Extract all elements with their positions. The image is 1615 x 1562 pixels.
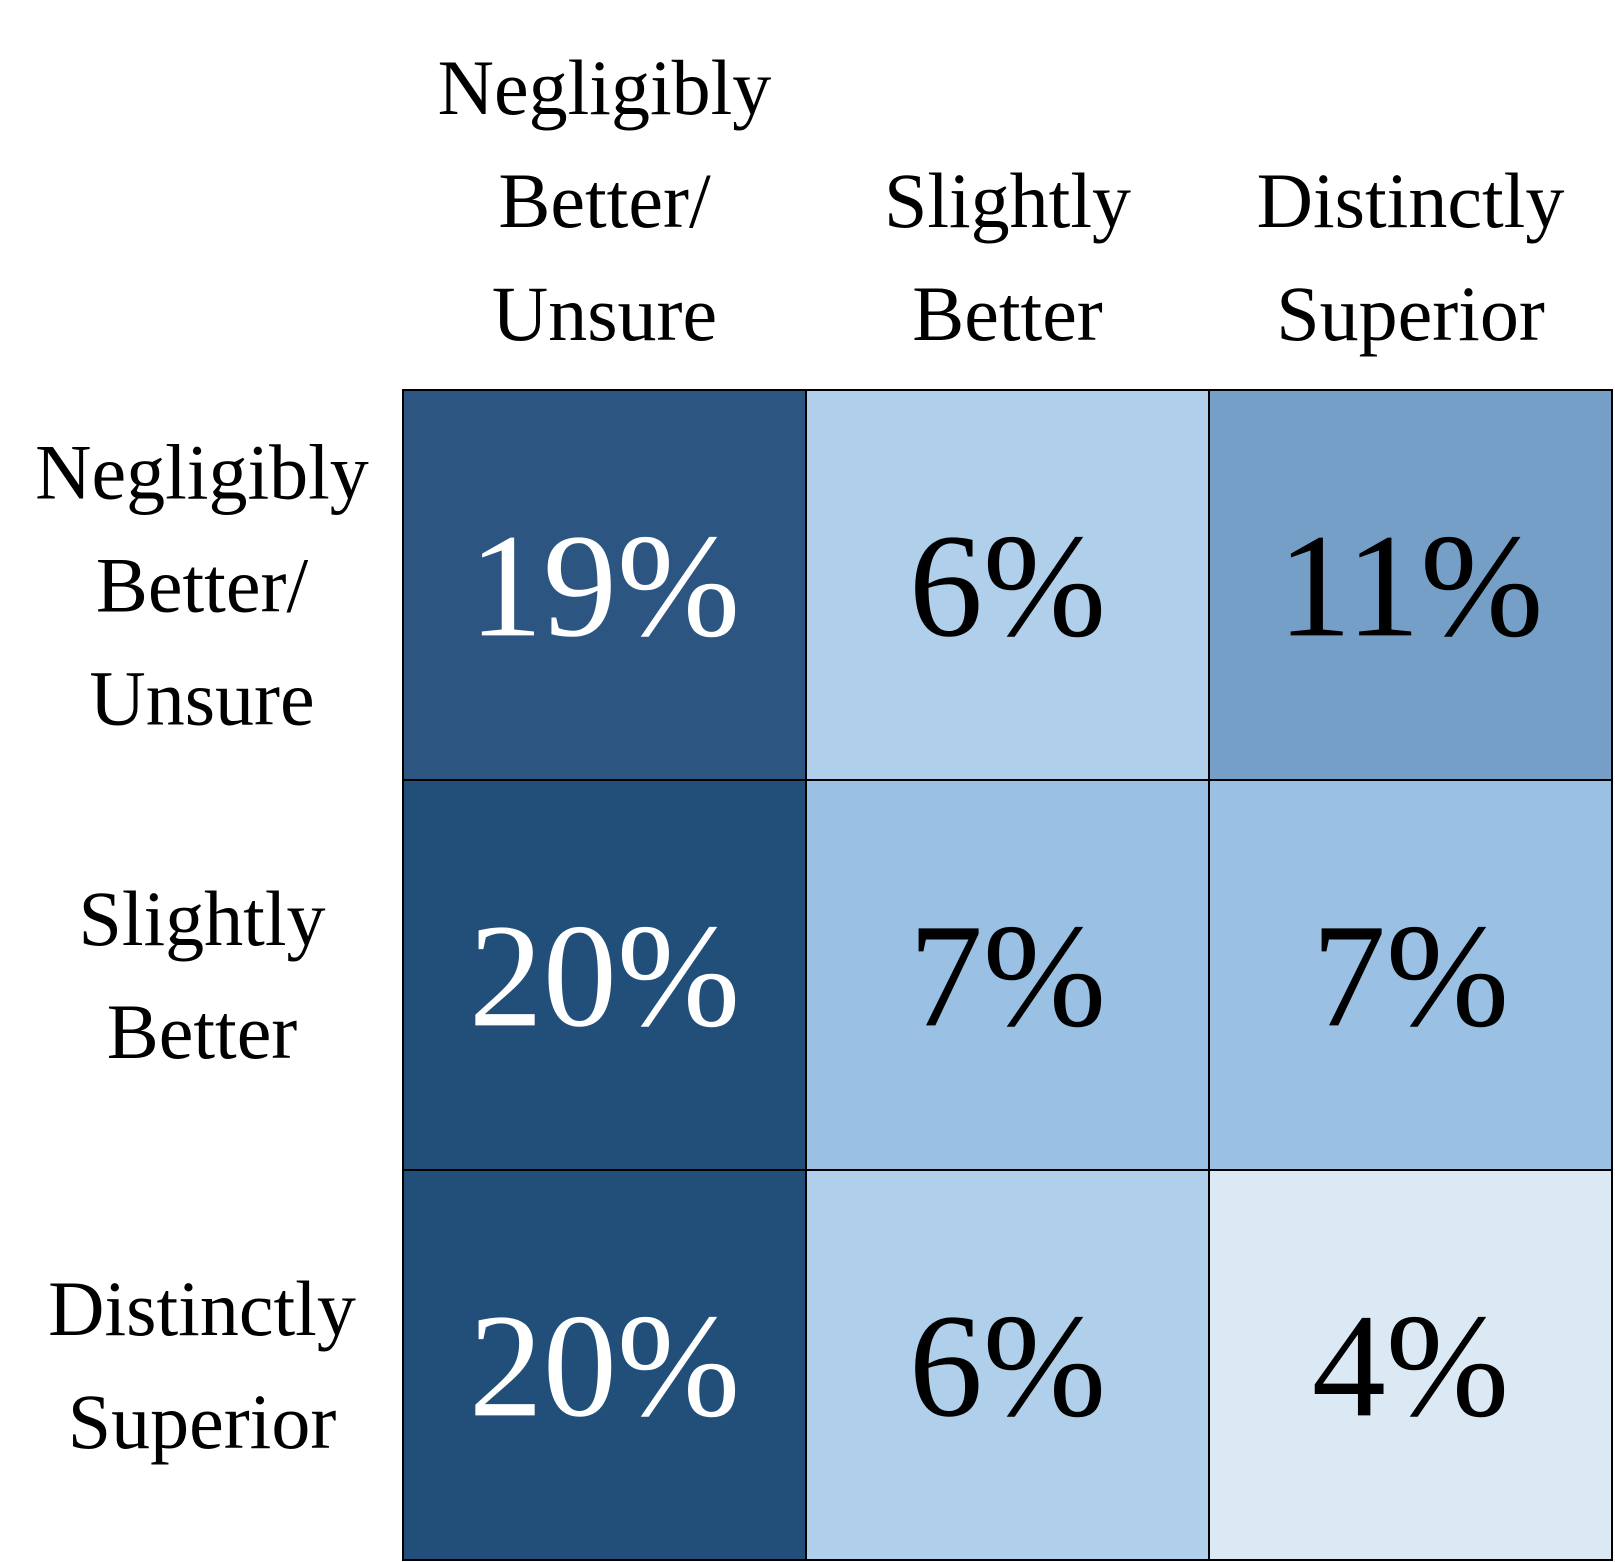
row-label-2-line-2: Better xyxy=(107,988,298,1075)
cell-value-label: 7% xyxy=(1312,894,1509,1058)
cell-value-label: 6% xyxy=(909,504,1106,668)
column-label-1-line-1: Negligibly xyxy=(438,44,772,131)
cell-value-label: 6% xyxy=(909,1284,1106,1448)
heatmap-cell-r1-c1 xyxy=(402,389,807,781)
heatmap-cell-r3-c2 xyxy=(805,1169,1210,1561)
column-label-1-line-2: Better/ xyxy=(498,157,711,244)
row-label-3-line-1: Distinctly xyxy=(48,1265,356,1352)
cell-value-label: 11% xyxy=(1278,504,1544,668)
row-labels: Negligibly Better/Unsure Slightly Better Dis… xyxy=(35,429,369,1466)
heatmap-cell-r1-c3 xyxy=(1208,389,1613,781)
cell-value-label: 20% xyxy=(469,1284,740,1448)
row-label-2-line-1: Slightly xyxy=(78,875,325,962)
heatmap-cell-r3-c1 xyxy=(402,1169,807,1561)
column-label-3-line-2: Superior xyxy=(1276,270,1545,357)
heatmap-cell-r1-c2 xyxy=(805,389,1210,781)
row-label-1-line-2: Better/ xyxy=(96,542,309,629)
heatmap-cells: 19% 6% 11% 20% 7% 7% 20% 6% 4% xyxy=(402,389,1613,1561)
column-label-1-line-3: Unsure xyxy=(492,270,717,357)
column-labels: Negligibly Better/Unsure Slightly Better Dis… xyxy=(438,44,1565,357)
heatmap-cell-r2-c2 xyxy=(805,779,1210,1171)
row-label-3-line-2: Superior xyxy=(68,1378,337,1465)
column-label-3-line-1: Distinctly xyxy=(1257,157,1565,244)
cell-value-label: 4% xyxy=(1312,1284,1509,1448)
column-label-2-line-2: Better xyxy=(912,270,1103,357)
row-label-1-line-3: Unsure xyxy=(89,655,314,742)
row-label-1-line-1: Negligibly xyxy=(35,429,369,516)
heatmap-cell-r3-c3 xyxy=(1208,1169,1613,1561)
heatmap-cell-r2-c1 xyxy=(402,779,807,1171)
cell-value-label: 19% xyxy=(469,504,740,668)
column-label-2-line-1: Slightly xyxy=(884,157,1131,244)
cell-value-label: 7% xyxy=(909,894,1106,1058)
heatmap-cell-r2-c3 xyxy=(1208,779,1613,1171)
cell-value-label: 20% xyxy=(469,894,740,1058)
